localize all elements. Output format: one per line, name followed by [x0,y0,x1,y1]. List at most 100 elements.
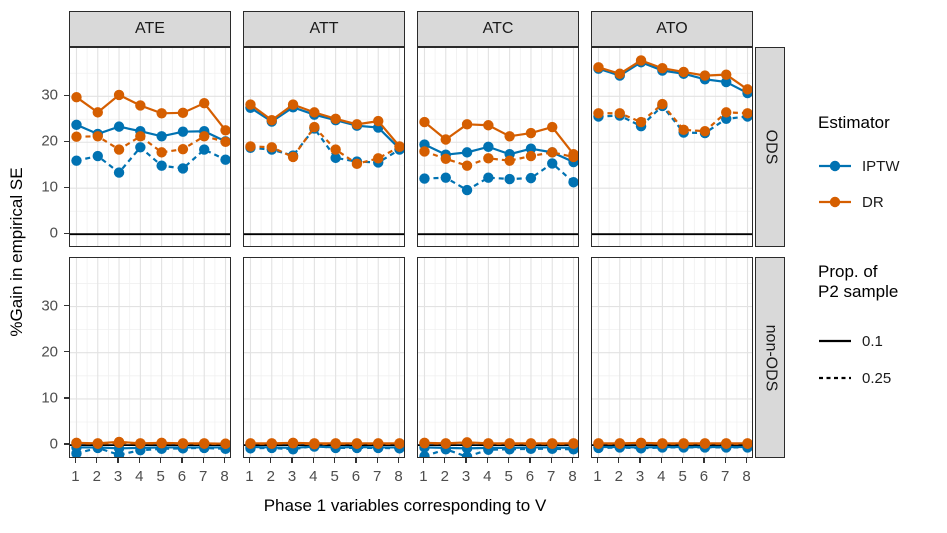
data-point [525,438,537,449]
facet-column-strip-ate: ATE [69,11,231,47]
data-point [504,155,515,166]
data-point [373,115,384,127]
x-tick-label: 5 [156,468,165,485]
data-point [351,158,363,170]
data-point [568,177,578,188]
data-point [678,66,689,78]
data-point [699,438,711,449]
data-point [71,91,82,103]
x-tick-mark [550,458,552,463]
data-point [177,107,189,119]
x-tick-mark [397,458,400,463]
panel-plot [592,258,752,457]
data-point [721,76,732,88]
facet-row-label: non-ODS [762,324,780,391]
y-tick-mark [64,232,69,234]
x-tick-mark [202,458,204,463]
x-tick-mark [74,458,77,463]
data-point [419,173,430,184]
x-tick-label: 7 [721,468,730,485]
data-point [177,143,189,155]
data-point [156,108,167,119]
data-point [461,147,473,158]
y-tick-label: 0 [49,435,58,453]
data-point [309,121,320,133]
data-point [113,89,125,101]
y-tick-mark [64,304,69,307]
data-point [440,172,451,183]
data-point [113,449,125,457]
series-line-dr-0.25 [424,441,574,445]
x-tick-label: 2 [440,468,449,485]
x-tick-label: 4 [657,468,666,485]
panel-plot [418,258,578,457]
data-point [71,119,82,130]
data-point [199,144,210,155]
data-point [483,141,494,153]
data-point [287,99,299,110]
data-point [699,126,711,137]
x-tick-label: 3 [287,468,297,485]
x-tick-mark [270,458,272,463]
y-tick-label: 30 [41,297,58,315]
data-point [330,438,341,449]
data-point [351,119,363,130]
data-point [330,152,341,164]
series-line-dr-0.25 [76,134,226,154]
dr-line-dot-icon [819,196,851,208]
facet-column-label: ATE [135,20,165,37]
x-tick-label: 5 [504,468,513,485]
data-point [657,438,668,449]
x-tick-label: 4 [135,468,144,485]
data-point [525,143,537,154]
data-point [287,151,299,163]
x-tick-mark [660,458,663,463]
facet-column-label: ATC [482,20,514,37]
data-point [419,451,430,457]
y-tick-label: 20 [41,132,58,150]
data-point [330,144,341,155]
data-point [373,153,384,164]
data-point [742,438,752,449]
data-point [177,163,189,174]
data-point [635,438,647,449]
data-point [92,131,103,142]
legend-item-label: DR [862,193,884,211]
series-line-iptw-0.25 [598,104,748,135]
data-point [635,55,647,66]
data-point [742,108,752,119]
x-tick-label: 1 [245,468,254,485]
data-point [71,155,82,166]
data-point [71,131,82,142]
data-point [309,439,320,450]
data-point [699,70,711,81]
x-tick-mark [571,458,574,463]
facet-panel-ato-ods [591,47,753,247]
series-line-iptw-0.25 [424,162,575,192]
legend-estimator-title: Estimator [818,113,890,132]
data-point [461,119,473,130]
x-tick-label: 7 [199,468,208,485]
facet-panel-ate-non-ods [69,257,231,458]
x-tick-label: 8 [568,468,577,485]
data-point [220,438,230,449]
data-point [309,107,320,118]
data-point [721,107,732,118]
x-tick-label: 1 [593,468,602,485]
data-point [635,116,647,128]
facet-panel-ato-non-ods [591,257,753,458]
data-point [92,107,103,118]
legend-proportion: Prop. of P2 sample 0.1 0.25 [818,262,898,389]
data-point [440,153,451,165]
data-point [419,438,430,449]
legend-proportion-title-line2: P2 sample [818,282,899,301]
data-point [266,114,277,126]
data-point [461,437,473,449]
x-tick-mark [117,458,119,463]
data-point [135,438,146,449]
data-point [220,154,230,165]
series-line-iptw-0.25 [250,444,400,451]
data-point [568,438,578,449]
x-tick-label: 6 [351,468,361,485]
